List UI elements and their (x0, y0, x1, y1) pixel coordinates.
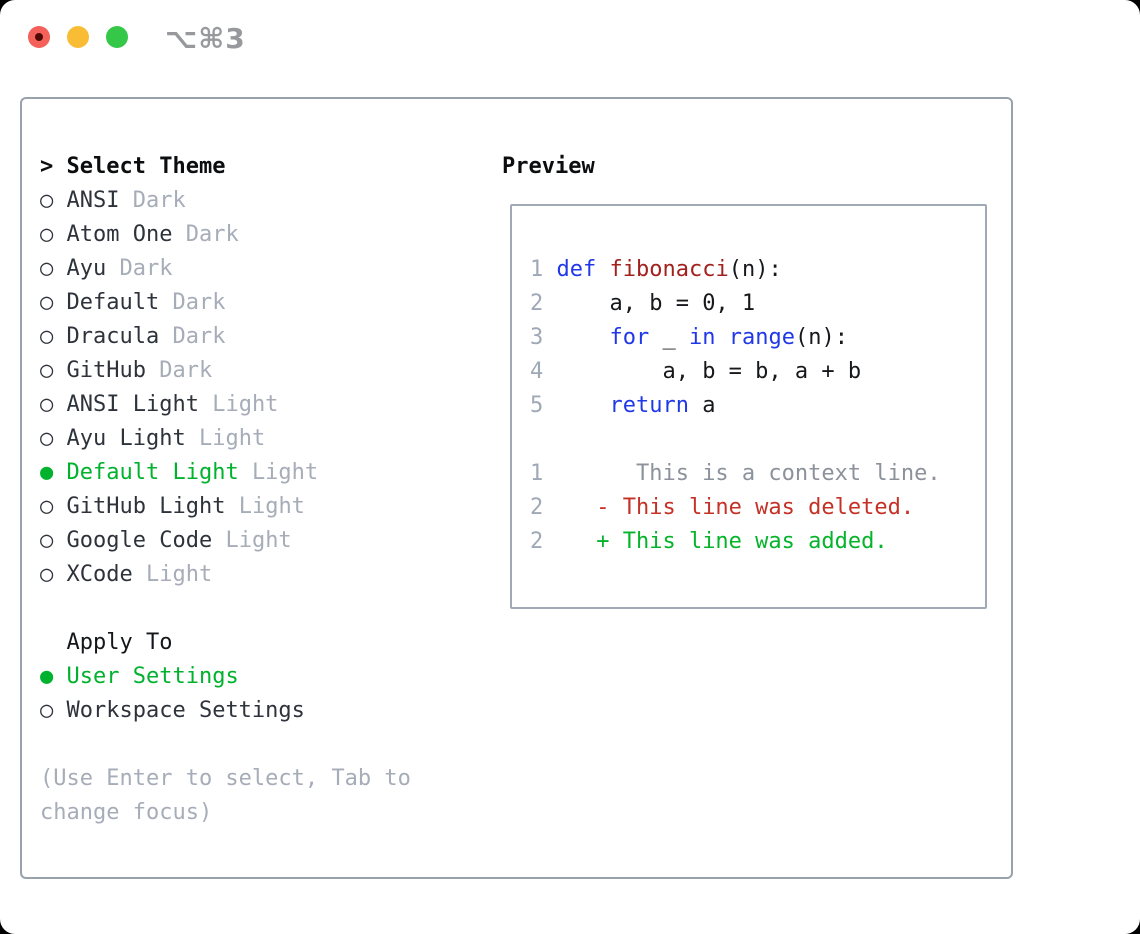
close-glyph-icon (35, 33, 43, 41)
radio-icon: ○ (40, 562, 54, 587)
select-theme-header: > Select Theme (40, 150, 318, 184)
radio-icon: ○ (40, 528, 54, 553)
apply-name: Workspace Settings (66, 698, 305, 723)
hint-text: (Use Enter to select, Tab to change focu… (40, 762, 411, 830)
settings-panel: > Select Theme ○ ANSI Dark ○ Atom One Dark… (20, 97, 1013, 879)
radio-icon: ○ (40, 256, 54, 281)
window-title: ⌥⌘3 (165, 22, 246, 55)
theme-name: XCode (66, 562, 133, 587)
hint-line: (Use Enter to select, Tab to (40, 766, 411, 791)
preview-code: 1 def fibonacci(n): 2 a, b = 0, 1 3 for _ … (530, 253, 941, 559)
preview-line: 2 a, b = 0, 1 (530, 291, 756, 316)
theme-section: > Select Theme ○ ANSI Dark ○ Atom One Dark… (40, 150, 318, 728)
radio-icon: ○ (40, 392, 54, 417)
theme-variant: Light (145, 562, 213, 587)
radio-icon: ○ (40, 358, 54, 383)
preview-box: 1 def fibonacci(n): 2 a, b = 0, 1 3 for _ … (510, 204, 987, 609)
theme-variant: Dark (119, 256, 173, 281)
theme-name: Atom One (66, 222, 173, 247)
preview-line: 2 - This line was deleted. (530, 495, 915, 520)
theme-option[interactable]: ○ GitHub Light Light (40, 490, 318, 524)
preview-line (530, 423, 941, 457)
theme-name: GitHub Light (66, 494, 226, 519)
preview-line: 4 a, b = b, a + b (530, 359, 862, 384)
radio-icon: ○ (40, 188, 54, 213)
theme-option[interactable]: ○ Atom One Dark (40, 218, 318, 252)
apply-option[interactable]: ○ Workspace Settings (40, 694, 318, 728)
preview-line: 1 This is a context line. (530, 461, 941, 486)
theme-option[interactable]: ○ ANSI Light Light (40, 388, 318, 422)
radio-icon: ○ (40, 222, 54, 247)
hint-line: change focus) (40, 800, 213, 825)
select-theme-label: Select Theme (66, 154, 226, 179)
theme-option[interactable]: ○ GitHub Dark (40, 354, 318, 388)
radio-icon: ● (40, 460, 54, 485)
apply-option[interactable]: ● User Settings (40, 660, 318, 694)
radio-icon: ● (40, 664, 54, 689)
radio-icon: ○ (40, 698, 54, 723)
apply-to-header: Apply To (40, 626, 318, 660)
spacer-row (40, 592, 318, 626)
theme-name: Google Code (66, 528, 213, 553)
preview-title: Preview (502, 154, 595, 179)
theme-option[interactable]: ○ Ayu Dark (40, 252, 318, 286)
theme-name: ANSI Light (66, 392, 199, 417)
theme-variant: Dark (132, 188, 186, 213)
close-button[interactable] (28, 26, 50, 48)
theme-name: Default (66, 290, 160, 315)
minimize-button[interactable] (67, 26, 89, 48)
theme-variant: Dark (172, 290, 226, 315)
theme-option[interactable]: ○ Dracula Dark (40, 320, 318, 354)
theme-variant: Light (238, 494, 305, 519)
theme-variant: Dark (172, 324, 226, 349)
theme-variant: Light (225, 528, 292, 553)
theme-option[interactable]: ○ ANSI Dark (40, 184, 318, 218)
theme-variant: Dark (185, 222, 239, 247)
theme-name: GitHub (66, 358, 146, 383)
theme-option[interactable]: ○ XCode Light (40, 558, 318, 592)
theme-option[interactable]: ○ Default Dark (40, 286, 318, 320)
theme-name: Default Light (66, 460, 239, 485)
theme-name: ANSI (66, 188, 120, 213)
radio-icon: ○ (40, 290, 54, 315)
theme-variant: Light (212, 392, 279, 417)
theme-name: Ayu Light (66, 426, 186, 451)
radio-icon: ○ (40, 324, 54, 349)
radio-icon: ○ (40, 494, 54, 519)
preview-line: 1 def fibonacci(n): (530, 257, 782, 282)
apply-to-label: Apply To (40, 630, 173, 655)
theme-variant: Dark (159, 358, 213, 383)
theme-variant: Light (251, 460, 319, 485)
cursor-icon: > (40, 154, 54, 179)
radio-icon: ○ (40, 426, 54, 451)
preview-line: 2 + This line was added. (530, 529, 888, 554)
preview-line: 5 return a (530, 393, 716, 418)
theme-option[interactable]: ○ Ayu Light Light (40, 422, 318, 456)
preview-line: 3 for _ in range(n): (530, 325, 848, 350)
theme-option[interactable]: ○ Google Code Light (40, 524, 318, 558)
theme-option[interactable]: ● Default Light Light (40, 456, 318, 490)
zoom-button[interactable] (106, 26, 128, 48)
apply-name: User Settings (66, 664, 239, 689)
theme-variant: Light (198, 426, 266, 451)
theme-name: Dracula (66, 324, 160, 349)
theme-name: Ayu (66, 256, 107, 281)
